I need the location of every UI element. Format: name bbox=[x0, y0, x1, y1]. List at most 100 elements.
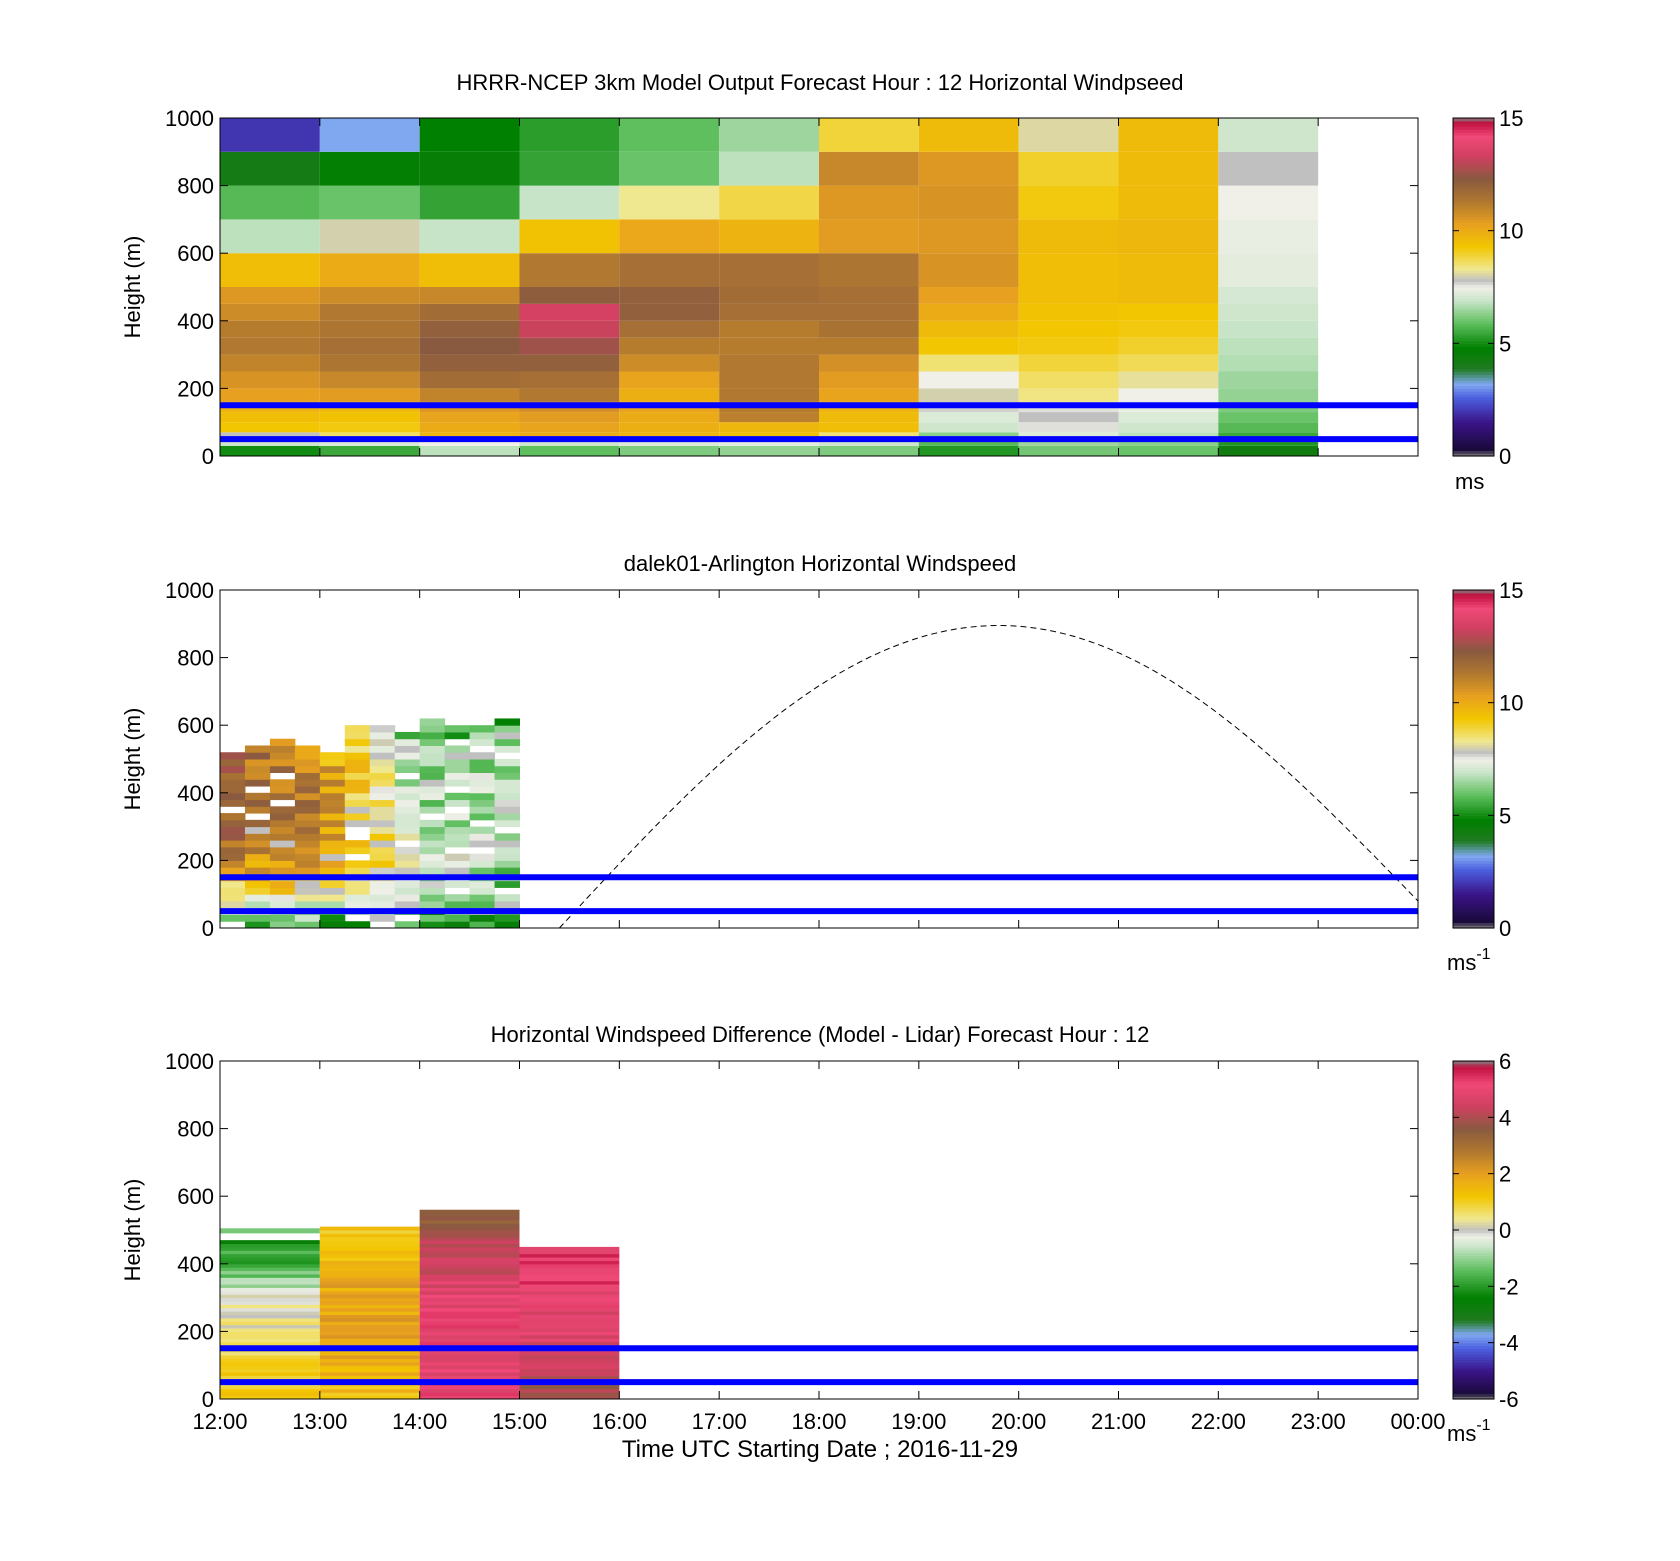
difference-cell bbox=[519, 1334, 620, 1339]
model-cell bbox=[619, 439, 720, 446]
model-cell bbox=[1018, 185, 1119, 220]
lidar-cell bbox=[394, 792, 421, 801]
lidar-cell bbox=[220, 826, 246, 834]
colorbar-swatch bbox=[1453, 315, 1494, 319]
colorbar-swatch bbox=[1453, 1300, 1494, 1304]
lidar-cell bbox=[394, 759, 421, 767]
difference-cell bbox=[319, 1311, 420, 1315]
colorbar-swatch bbox=[1453, 759, 1494, 763]
colorbar-swatch bbox=[1453, 1094, 1494, 1099]
colorbar-swatch bbox=[1453, 168, 1494, 173]
model-cell bbox=[819, 337, 919, 355]
model-cell bbox=[819, 185, 919, 220]
colorbar-swatch bbox=[1453, 1131, 1494, 1135]
colorbar-swatch bbox=[1453, 654, 1494, 659]
colorbar-swatch bbox=[1453, 436, 1494, 440]
model-cell bbox=[519, 445, 620, 456]
colorbar-swatch bbox=[1453, 357, 1494, 361]
colorbar-swatch bbox=[1453, 598, 1494, 602]
colorbar-swatch bbox=[1453, 897, 1494, 901]
lidar-cell bbox=[344, 792, 371, 801]
colorbar-swatch bbox=[1453, 360, 1494, 364]
lidar-cell bbox=[220, 894, 246, 902]
colorbar-swatch bbox=[1453, 795, 1494, 800]
model-cell bbox=[1018, 432, 1119, 440]
panel-lidar-colorbar-unit: ms-1 bbox=[1447, 946, 1491, 975]
model-cell bbox=[1118, 445, 1219, 456]
colorbar-swatch bbox=[1453, 208, 1494, 212]
colorbar-swatch bbox=[1453, 708, 1494, 712]
model-cell bbox=[918, 439, 1019, 446]
panel-model-title: HRRR-NCEP 3km Model Output Forecast Hour… bbox=[456, 70, 1183, 95]
colorbar-swatch bbox=[1453, 239, 1494, 243]
model-cell bbox=[419, 320, 520, 338]
difference-cell bbox=[419, 1395, 520, 1400]
lidar-cell bbox=[244, 853, 271, 861]
lidar-cell bbox=[269, 887, 296, 895]
difference-cell bbox=[419, 1243, 520, 1248]
lidar-cell bbox=[369, 725, 396, 733]
colorbar-swatch bbox=[1453, 450, 1494, 454]
colorbar-swatch bbox=[1453, 657, 1494, 662]
lidar-cell bbox=[494, 731, 520, 740]
difference-cell bbox=[319, 1260, 420, 1265]
lidar-cell bbox=[394, 745, 421, 753]
x-tick-label: 20:00 bbox=[991, 1409, 1046, 1434]
model-cell bbox=[819, 118, 919, 152]
colorbar-swatch bbox=[1453, 1089, 1494, 1093]
model-cell bbox=[819, 432, 919, 440]
panel-lidar-heatmap bbox=[220, 718, 520, 929]
lidar-cell bbox=[294, 779, 321, 787]
lidar-cell bbox=[444, 745, 471, 753]
lidar-cell bbox=[344, 846, 371, 855]
difference-cell bbox=[419, 1236, 520, 1241]
colorbar-swatch bbox=[1453, 846, 1494, 850]
colorbar-swatch bbox=[1453, 820, 1494, 825]
lidar-cell bbox=[269, 853, 296, 861]
difference-cell bbox=[319, 1304, 420, 1309]
colorbar-swatch bbox=[1453, 258, 1494, 263]
colorbar-swatch bbox=[1453, 730, 1494, 735]
difference-cell bbox=[220, 1358, 320, 1363]
lidar-cell bbox=[469, 894, 496, 902]
difference-cell bbox=[519, 1395, 620, 1400]
colorbar-swatch bbox=[1453, 317, 1494, 322]
colorbar-swatch bbox=[1453, 1345, 1494, 1349]
y-tick-label: 800 bbox=[177, 646, 214, 671]
difference-cell bbox=[519, 1351, 620, 1356]
model-cell bbox=[419, 185, 520, 220]
lidar-cell bbox=[220, 759, 246, 767]
lidar-cell bbox=[469, 833, 496, 841]
lidar-cell bbox=[469, 813, 496, 821]
lidar-cell bbox=[469, 853, 496, 861]
panel-difference-colorbar-scale bbox=[1453, 1061, 1494, 1400]
model-cell bbox=[1118, 422, 1219, 433]
model-cell bbox=[220, 253, 320, 287]
lidar-cell bbox=[444, 759, 471, 767]
model-cell bbox=[819, 219, 919, 254]
lidar-cell bbox=[244, 819, 271, 828]
model-cell bbox=[1218, 219, 1319, 254]
lidar-cell bbox=[269, 806, 296, 814]
difference-cell bbox=[419, 1338, 520, 1343]
lidar-cell bbox=[244, 752, 271, 760]
difference-cell bbox=[419, 1375, 520, 1380]
difference-cell bbox=[220, 1338, 320, 1343]
colorbar-swatch bbox=[1453, 885, 1494, 890]
lidar-cell bbox=[419, 900, 446, 909]
model-cell bbox=[519, 439, 620, 446]
lidar-cell bbox=[444, 867, 471, 875]
difference-cell bbox=[419, 1267, 520, 1272]
colorbar-swatch bbox=[1453, 1241, 1494, 1245]
lidar-cell bbox=[444, 826, 471, 834]
lidar-cell bbox=[344, 772, 371, 780]
lidar-cell bbox=[344, 819, 371, 828]
model-cell bbox=[1018, 337, 1119, 355]
x-tick-label: 13:00 bbox=[292, 1409, 347, 1434]
model-cell bbox=[220, 445, 320, 456]
model-cell bbox=[1118, 185, 1219, 220]
lidar-cell bbox=[294, 880, 321, 888]
colorbar-swatch bbox=[1453, 194, 1494, 198]
difference-cell bbox=[419, 1297, 520, 1302]
colorbar-swatch bbox=[1453, 637, 1494, 642]
